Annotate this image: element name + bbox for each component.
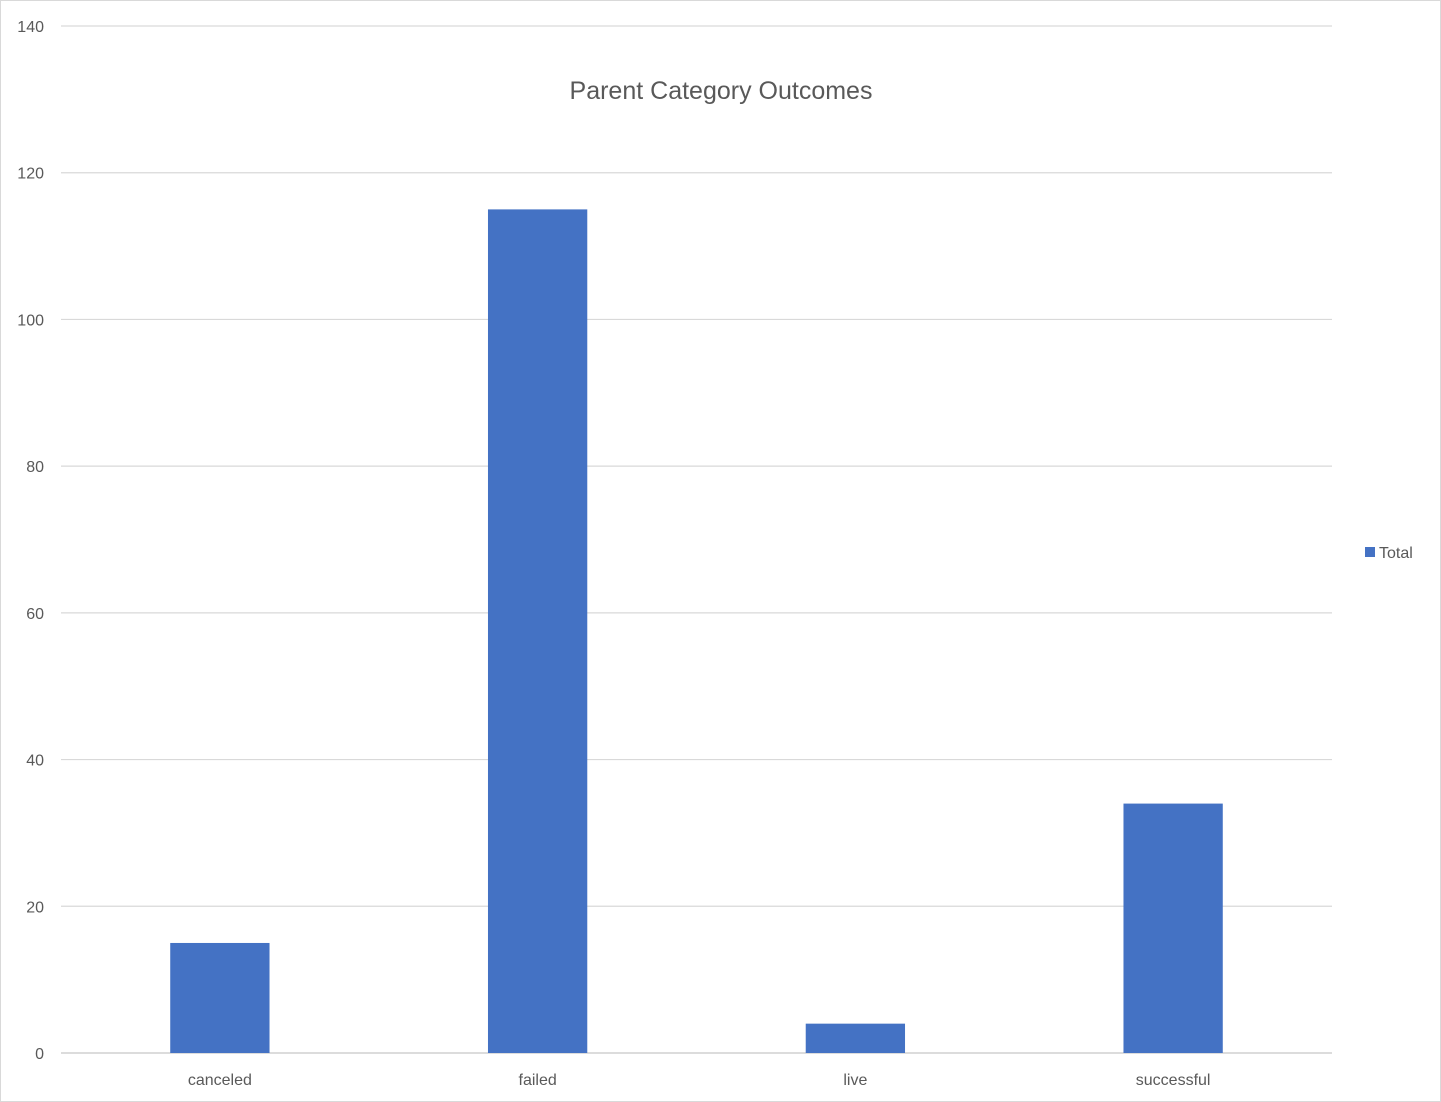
legend: Total (1365, 545, 1413, 562)
y-tick-label: 140 (17, 19, 44, 36)
y-tick-label: 80 (26, 459, 44, 476)
y-tick-label: 20 (26, 899, 44, 916)
y-tick-label: 40 (26, 753, 44, 770)
gridlines (61, 25, 1332, 1054)
x-axis-category-labels: canceled failed live successful (188, 1072, 1211, 1089)
y-tick-label: 60 (26, 606, 44, 623)
x-category-label-live: live (843, 1072, 867, 1089)
y-tick-label: 120 (17, 166, 44, 183)
bar-canceled (170, 942, 270, 1053)
bars (170, 209, 1223, 1054)
legend-swatch-total (1365, 547, 1375, 557)
bar-live (805, 1023, 906, 1053)
legend-label-total: Total (1379, 545, 1413, 562)
x-category-label-failed: failed (519, 1072, 557, 1089)
y-tick-label: 0 (35, 1046, 44, 1063)
bar-failed (487, 209, 588, 1054)
bar-successful (1123, 803, 1223, 1053)
x-category-label-successful: successful (1136, 1072, 1211, 1089)
chart-title: Parent Category Outcomes (570, 77, 873, 105)
x-category-label-canceled: canceled (188, 1072, 252, 1089)
y-tick-label: 100 (17, 312, 44, 329)
y-axis-tick-labels: 0 20 40 60 80 100 120 140 (17, 19, 44, 1063)
